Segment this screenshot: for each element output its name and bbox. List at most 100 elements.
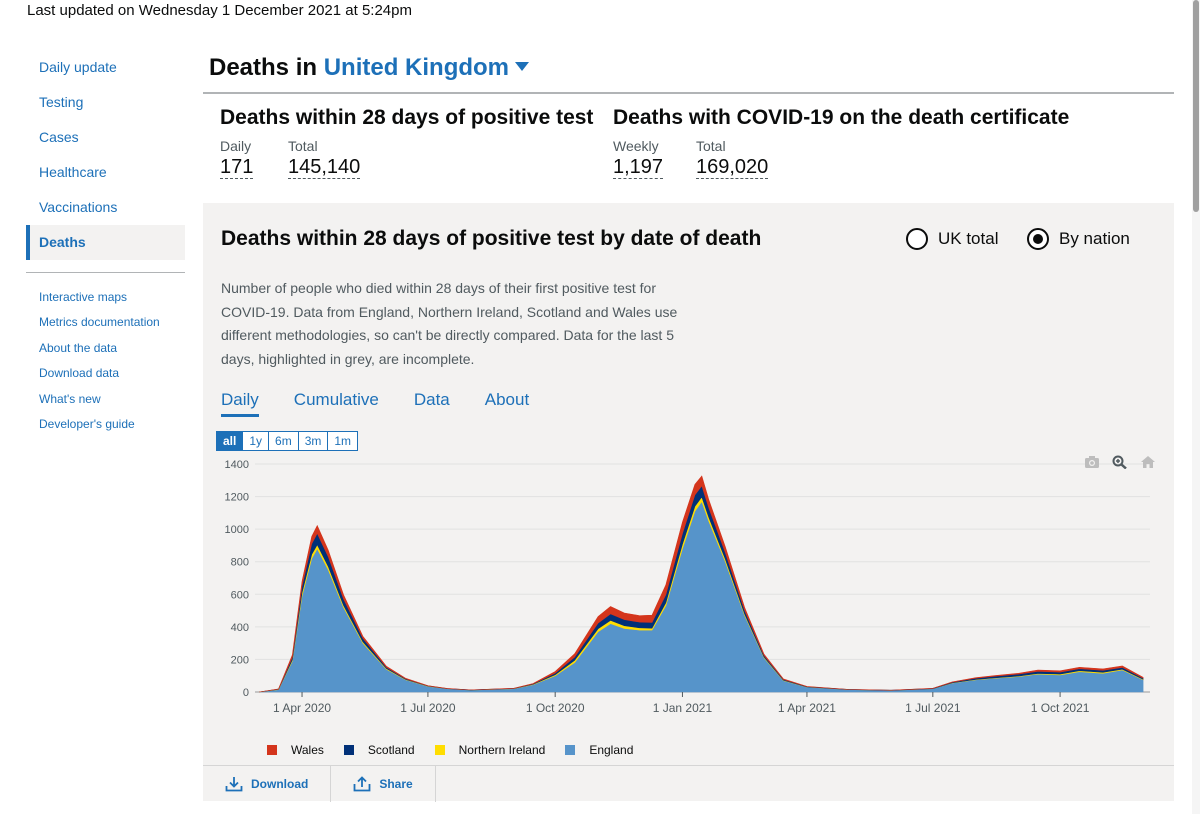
radio-uk-total-circle[interactable] [906, 228, 928, 250]
metric-total: Total 145,140 [288, 138, 361, 179]
download-button-label: Download [251, 777, 309, 791]
page-title-prefix: Deaths in [209, 54, 318, 81]
home-icon[interactable] [1140, 455, 1156, 469]
range-6m-button[interactable]: 6m [268, 432, 298, 450]
legend-label-england: England [589, 743, 634, 757]
title-divider [203, 92, 1174, 94]
range-1m-button[interactable]: 1m [327, 432, 358, 450]
radio-uk-total-label: UK total [938, 229, 999, 248]
tab-daily[interactable]: Daily [221, 390, 259, 417]
last-updated: Last updated on Wednesday 1 December 202… [27, 2, 412, 19]
share-button-label: Share [379, 777, 413, 791]
sidebar-link-whats-new[interactable]: What's new [39, 391, 101, 406]
chart-actions: Download Share [203, 765, 1174, 802]
area-selector-label: United Kingdom [323, 54, 510, 81]
sidebar-item-daily-update[interactable]: Daily update [39, 59, 117, 75]
y-tick-label-1000: 1000 [225, 524, 249, 536]
headline-death-certificate: Deaths with COVID-19 on the death certif… [613, 106, 1070, 179]
area-selector[interactable]: United Kingdom [323, 54, 530, 81]
legend-label-scotland: Scotland [367, 743, 415, 757]
metric-daily-value[interactable]: 171 [220, 156, 254, 179]
download-button[interactable]: Download [203, 766, 332, 802]
sidebar-item-testing[interactable]: Testing [39, 94, 84, 110]
legend-swatch-scotland [343, 745, 354, 755]
chart-card-title: Deaths within 28 days of positive test b… [221, 227, 762, 250]
range-3m-button[interactable]: 3m [297, 432, 328, 450]
x-tick-label-2021-01-01: 1 Jan 2021 [653, 701, 713, 715]
x-tick-label-2021-10-01: 1 Oct 2021 [1031, 701, 1090, 715]
legend-swatch-wales [267, 745, 277, 755]
legend-item-northern-ireland[interactable]: Northern Ireland [434, 743, 546, 757]
y-tick-label-600: 600 [231, 589, 249, 601]
zoom-icon[interactable] [1112, 455, 1128, 470]
y-tick-label-0: 0 [243, 687, 249, 699]
radio-by-nation-circle[interactable] [1027, 228, 1049, 250]
tab-about[interactable]: About [484, 390, 530, 409]
y-tick-label-200: 200 [231, 654, 249, 666]
share-button[interactable]: Share [331, 766, 436, 802]
download-icon [225, 777, 243, 792]
x-tick-label-2021-04-01: 1 Apr 2021 [778, 701, 836, 715]
metric-daily-label: Daily [220, 138, 252, 154]
radio-by-nation-label: By nation [1059, 229, 1130, 248]
chart-card: Deaths within 28 days of positive test b… [203, 203, 1174, 802]
sidebar-item-healthcare[interactable]: Healthcare [39, 164, 107, 180]
metric-weekly-value[interactable]: 1,197 [613, 156, 664, 179]
metric-weekly-label: Weekly [613, 138, 659, 154]
sidebar-link-about-the-data[interactable]: About the data [39, 340, 118, 355]
sidebar-link-interactive-maps[interactable]: Interactive maps [39, 290, 128, 304]
metric-certificate-total-label: Total [696, 138, 726, 154]
range-selector: all 1y 6m 3m 1m [216, 431, 359, 451]
y-tick-label-800: 800 [231, 557, 249, 569]
sidebar-link-developers-guide[interactable]: Developer's guide [39, 416, 135, 431]
series-area-england [259, 500, 1144, 693]
sidebar-link-download-data[interactable]: Download data [39, 366, 120, 381]
y-tick-label-1200: 1200 [225, 492, 249, 504]
range-all-button[interactable]: all [217, 432, 243, 450]
metric-certificate-total-value[interactable]: 169,020 [696, 156, 769, 179]
range-1y-button[interactable]: 1y [242, 432, 269, 450]
metric-total-label: Total [288, 138, 318, 154]
metric-weekly: Weekly 1,197 [613, 138, 664, 179]
sidebar: Daily update Testing Cases Healthcare Va… [26, 50, 185, 437]
page-title: Deaths in United Kingdom [209, 54, 530, 82]
x-tick-label-2020-04-01: 1 Apr 2020 [273, 701, 331, 715]
legend-item-wales[interactable]: Wales [267, 743, 324, 757]
camera-icon[interactable] [1084, 455, 1100, 469]
headline-within-28-days: Deaths within 28 days of positive test D… [220, 106, 594, 179]
sidebar-item-cases[interactable]: Cases [39, 129, 79, 145]
legend-label-wales: Wales [291, 743, 324, 757]
page-scrollbar[interactable] [1192, 0, 1200, 814]
chart-tabs: Daily Cumulative Data About [221, 390, 564, 417]
share-icon [353, 776, 371, 792]
sidebar-item-vaccinations[interactable]: Vaccinations [39, 199, 118, 215]
deaths-chart[interactable]: 0 200 400 600 800 1000 1200 1400 1 Apr 2020 1 Jul… [203, 455, 1174, 745]
tab-data[interactable]: Data [413, 390, 450, 409]
x-tick-label-2020-10-01: 1 Oct 2020 [526, 701, 585, 715]
headline-within-28-days-title: Deaths within 28 days of positive test [220, 106, 594, 129]
sidebar-item-deaths[interactable]: Deaths [26, 225, 185, 260]
y-tick-label-1400: 1400 [225, 459, 249, 471]
legend-swatch-england [565, 745, 576, 755]
page-scrollbar-thumb[interactable] [1193, 0, 1199, 212]
sidebar-link-metrics-documentation[interactable]: Metrics documentation [39, 315, 160, 330]
x-tick-label-2020-07-01: 1 Jul 2020 [400, 701, 456, 715]
x-tick-label-2021-07-01: 1 Jul 2021 [905, 701, 961, 715]
chart-modebar [1084, 455, 1156, 470]
chart-legend: Wales Scotland Northern Ireland England [267, 743, 653, 757]
legend-label-northern-ireland: Northern Ireland [458, 743, 546, 757]
sidebar-divider [26, 272, 185, 273]
chart-description: Number of people who died within 28 days… [221, 280, 678, 367]
legend-item-scotland[interactable]: Scotland [343, 743, 415, 757]
metric-total-value[interactable]: 145,140 [288, 156, 361, 179]
metric-daily: Daily 171 [220, 138, 254, 179]
legend-item-england[interactable]: England [565, 743, 633, 757]
legend-swatch-northern-ireland [434, 745, 445, 755]
series-area-wales [259, 475, 1144, 693]
radio-by-nation[interactable]: By nation [1027, 228, 1130, 250]
headline-death-certificate-title: Deaths with COVID-19 on the death certif… [613, 106, 1070, 129]
radio-uk-total[interactable]: UK total [906, 228, 998, 250]
tab-cumulative[interactable]: Cumulative [293, 390, 379, 409]
y-tick-label-400: 400 [231, 622, 249, 634]
caret-down-icon [515, 62, 530, 72]
